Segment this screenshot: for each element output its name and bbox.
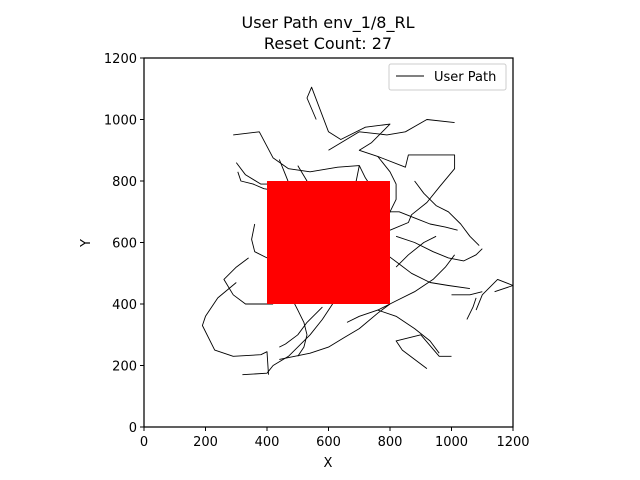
x-tick-label: 0 [140,435,148,450]
y-tick-label: 1000 [104,114,137,129]
legend: User Path [388,63,507,91]
user-path-segment-14 [466,297,477,320]
y-tick-label: 1200 [104,52,137,67]
y-tick-label: 200 [112,360,137,375]
user-path-segment-16 [328,119,455,151]
user-path-segment-19 [386,254,470,290]
x-tick-label: 1200 [496,435,529,450]
user-path-segment-4 [251,223,268,259]
y-axis-label: Y [79,239,94,248]
user-path-segment-21 [383,211,458,231]
legend-entry-user-path: User Path [434,70,496,85]
user-path-segment-10 [346,309,440,354]
x-tick-label: 800 [378,435,403,450]
x-tick-label: 600 [316,435,341,450]
plot-area [201,86,514,376]
legend-box [388,63,507,91]
y-tick-label: 800 [112,175,137,190]
x-tick-label: 400 [255,435,280,450]
user-path-segment-2 [237,171,274,191]
user-path-segment-20 [395,235,437,268]
user-path-segment-18 [395,235,483,262]
y-tick-label: 0 [129,421,137,436]
user-path-segment-3 [235,162,272,185]
user-path-segment-9 [279,303,391,360]
obstacle-square [267,181,390,304]
x-tick-label: 1000 [435,435,468,450]
user-path-segment-7 [242,300,335,376]
user-path-segment-6 [201,282,269,375]
chart-subtitle: Reset Count: 27 [264,34,392,53]
user-path-segment-11 [377,254,455,311]
user-path-segment-5 [223,257,274,305]
axis-ticks: 0 200 400 600 800 1000 1200 0 200 400 600 800 1000 12… [104,52,530,450]
x-tick-label: 200 [193,435,218,450]
user-path-segment-12 [475,278,514,311]
user-path-segment-8 [279,306,323,348]
y-tick-label: 600 [112,237,137,252]
user-path-segment-15 [395,334,452,369]
user-path-segment-17 [414,180,480,246]
x-axis-label: X [324,456,333,471]
user-path-segment-27 [291,297,308,357]
user-path-segment-13 [451,291,483,296]
chart-title: User Path env_1/8_RL [241,13,414,33]
y-tick-label: 400 [112,298,137,313]
